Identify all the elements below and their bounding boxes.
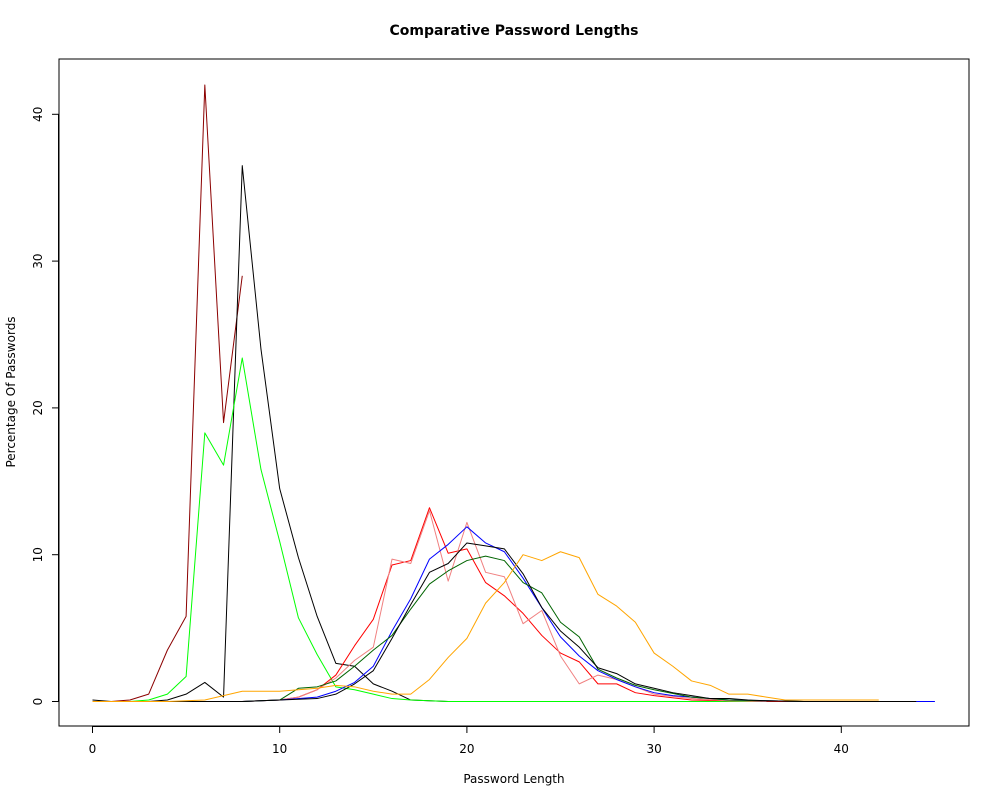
x-tick-label: 20 — [459, 742, 474, 756]
series-layer — [92, 84, 935, 702]
y-tick-label: 0 — [31, 698, 45, 706]
y-axis-label: Percentage Of Passwords — [4, 316, 18, 467]
series-line-1 — [92, 84, 243, 702]
y-tick-label: 30 — [31, 253, 45, 268]
series-line-3 — [92, 357, 842, 702]
series-line-8 — [92, 542, 917, 702]
x-tick-label: 40 — [834, 742, 849, 756]
x-tick-label: 30 — [646, 742, 661, 756]
y-axis: 0 10 20 30 40 — [31, 107, 59, 706]
x-tick-label: 10 — [272, 742, 287, 756]
y-tick-label: 10 — [31, 547, 45, 562]
series-line-6 — [92, 526, 935, 702]
series-line-5 — [92, 510, 767, 702]
plot-frame — [58, 58, 970, 727]
series-line-2 — [92, 165, 467, 702]
y-tick-label: 40 — [31, 107, 45, 122]
chart-title: Comparative Password Lengths — [389, 23, 638, 39]
x-tick-label: 0 — [89, 742, 97, 756]
x-axis-label: Password Length — [463, 772, 564, 786]
y-tick-label: 20 — [31, 400, 45, 415]
x-axis: 0 10 20 30 40 — [89, 726, 849, 756]
series-line-9 — [92, 551, 879, 702]
series-line-4 — [92, 507, 917, 702]
